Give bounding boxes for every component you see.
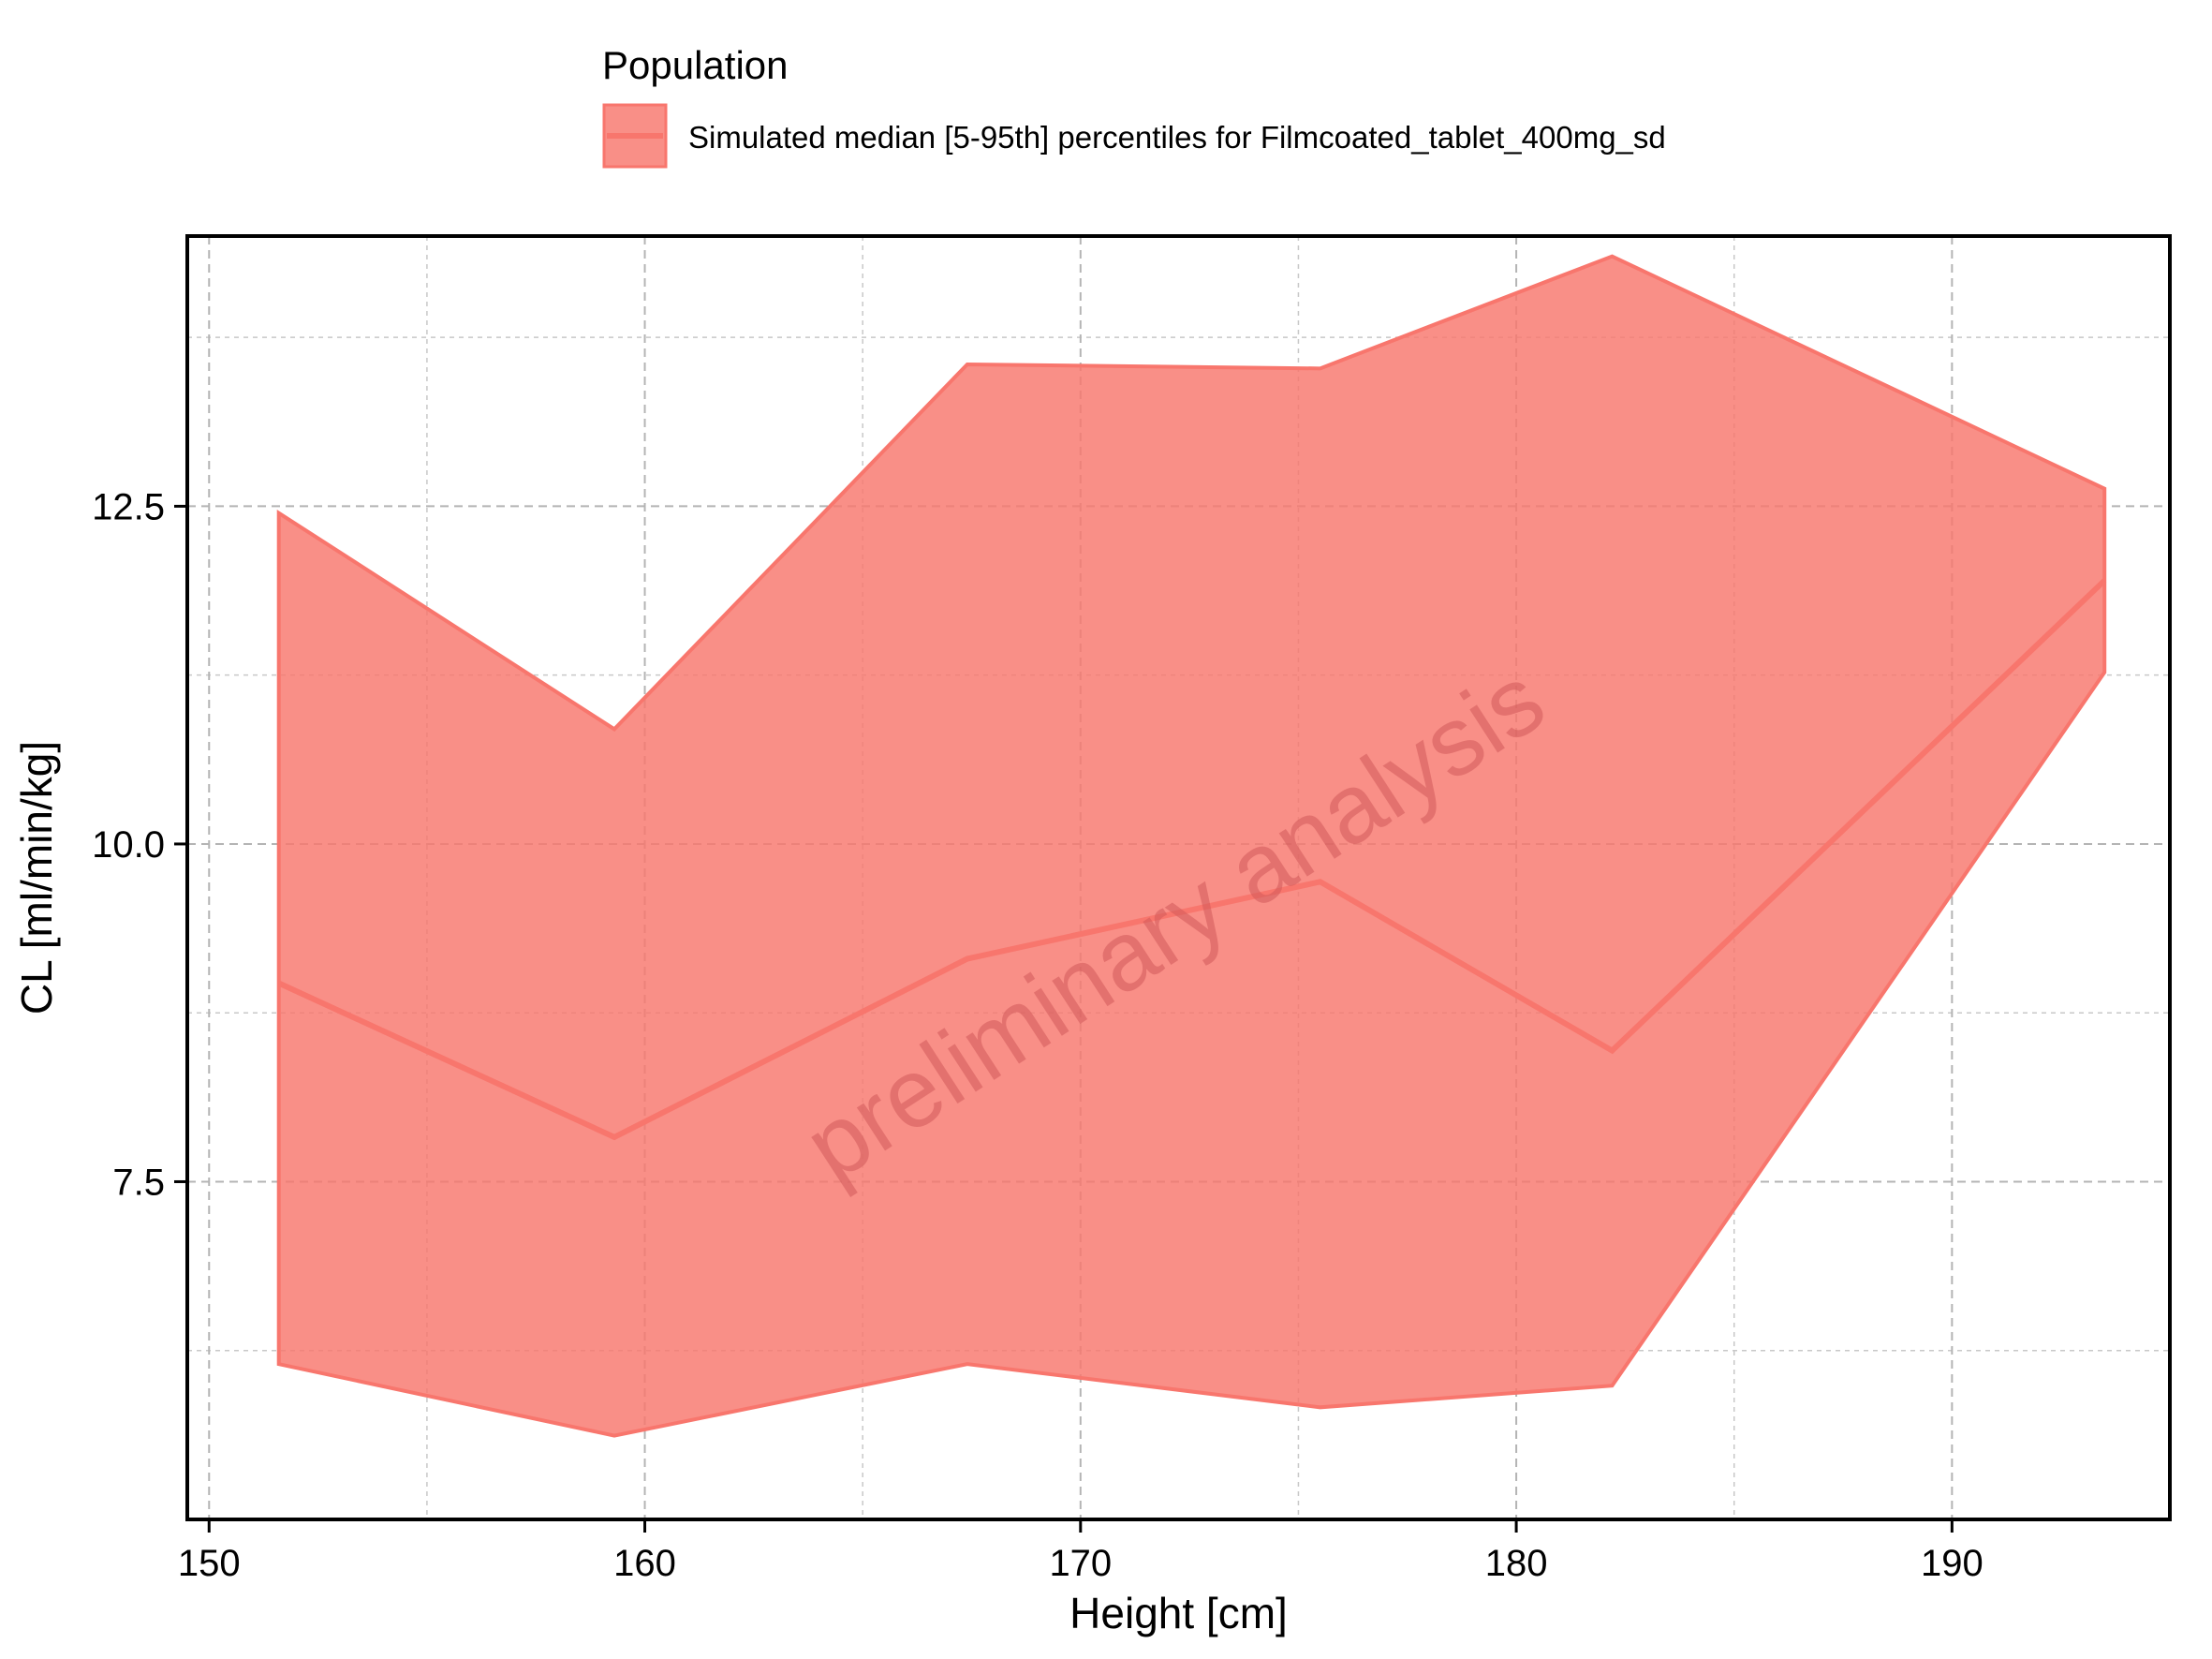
plot-frame [185,234,2172,1521]
y-tick-label: 7.5 [112,1162,165,1203]
percentile-ribbon [276,254,2107,1438]
x-axis-title: Height [cm] [1069,1589,1288,1637]
x-tick-label: 170 [1049,1543,1112,1584]
axes: 150 160 170 180 190 7.5 10.0 12.5 [92,486,1983,1584]
y-tick-label: 10.0 [92,824,165,866]
legend-title: Population [602,43,789,87]
y-axis-title: CL [ml/min/kg] [12,741,61,1015]
series-layer [276,254,2107,1438]
x-tick-label: 160 [613,1543,676,1584]
x-tick-label: 190 [1921,1543,1983,1584]
legend-label: Simulated median [5-95th] percentiles fo… [688,120,1666,155]
x-tick-label: 180 [1485,1543,1548,1584]
y-tick-label: 12.5 [92,486,165,527]
median-line [277,578,2107,1141]
x-tick-label: 150 [178,1543,241,1584]
legend: Population Simulated median [5-95th] per… [602,43,1666,169]
